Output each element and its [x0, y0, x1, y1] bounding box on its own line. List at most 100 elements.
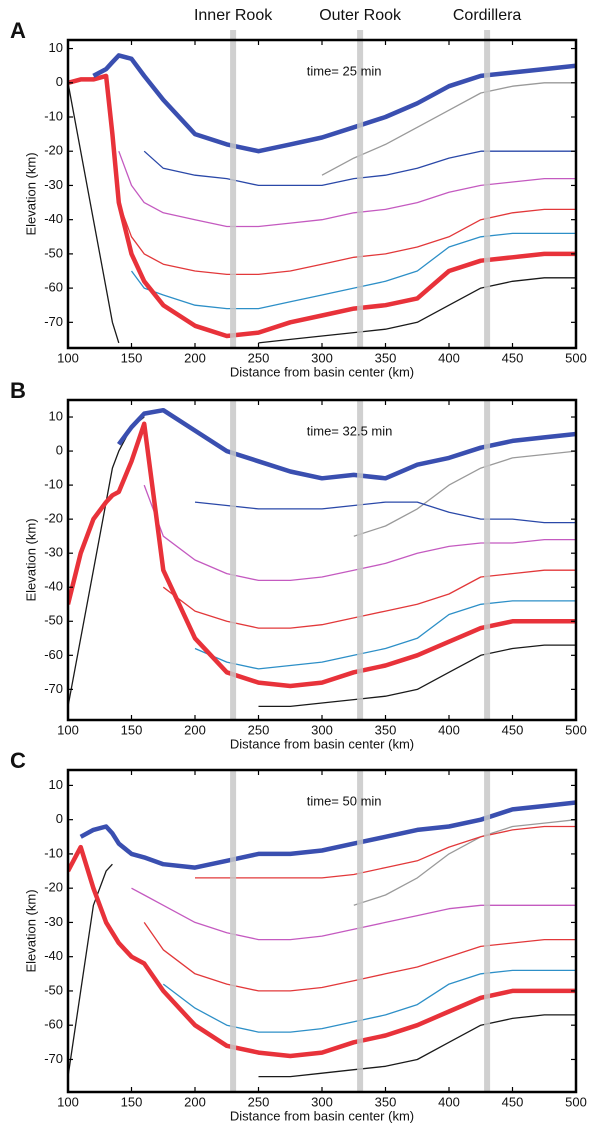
y-tick-label: -20 — [44, 880, 63, 895]
y-tick-label: 10 — [49, 40, 63, 55]
plot-area — [68, 800, 576, 1078]
panel-label: A — [10, 18, 26, 43]
thick-line — [68, 844, 576, 1059]
x-tick-label: 350 — [375, 350, 397, 365]
x-tick-label: 250 — [248, 722, 270, 737]
x-tick-label: 450 — [502, 1094, 524, 1109]
thick-line — [79, 800, 576, 870]
x-tick-label: 250 — [248, 350, 270, 365]
contour-line — [68, 82, 120, 344]
thick-line — [68, 73, 576, 339]
y-tick-label: -40 — [44, 579, 63, 594]
y-tick-label: -40 — [44, 211, 63, 226]
y-tick-label: -70 — [44, 1051, 63, 1066]
x-tick-label: 100 — [57, 350, 79, 365]
contour-line — [131, 887, 576, 941]
plot-area — [68, 53, 576, 344]
reference-label: Cordillera — [453, 7, 522, 24]
contour-line — [195, 825, 576, 879]
contour-line — [353, 819, 576, 906]
thick-line — [92, 53, 576, 154]
contour-line — [143, 484, 576, 582]
contour-line — [118, 150, 576, 228]
x-tick-label: 150 — [121, 350, 143, 365]
panel-label: C — [10, 748, 26, 773]
contour-line — [353, 450, 576, 537]
y-tick-label: -30 — [44, 545, 63, 560]
x-tick-label: 150 — [121, 1094, 143, 1109]
y-tick-label: 10 — [49, 777, 63, 792]
x-tick-label: 100 — [57, 1094, 79, 1109]
y-tick-label: -50 — [44, 982, 63, 997]
x-tick-label: 350 — [375, 722, 397, 737]
y-tick-label: -60 — [44, 280, 63, 295]
x-tick-label: 150 — [121, 722, 143, 737]
y-tick-label: -20 — [44, 511, 63, 526]
y-tick-label: 0 — [56, 443, 63, 458]
y-tick-label: -50 — [44, 613, 63, 628]
plot-frame — [66, 398, 578, 722]
y-tick-label: -30 — [44, 914, 63, 929]
contour-line — [258, 1014, 576, 1078]
annotation: time= 25 min — [307, 63, 382, 78]
x-tick-label: 400 — [438, 722, 460, 737]
plot-frame — [66, 38, 578, 350]
contour-line — [143, 150, 576, 187]
contour-line — [162, 969, 576, 1033]
x-tick-label: 300 — [311, 350, 333, 365]
x-tick-label: 200 — [184, 1094, 206, 1109]
y-tick-label: -40 — [44, 948, 63, 963]
contour-line — [143, 922, 576, 992]
annotation: time= 32.5 min — [307, 423, 393, 438]
thick-line — [68, 421, 576, 689]
x-tick-label: 300 — [311, 1094, 333, 1109]
y-tick-label: -20 — [44, 143, 63, 158]
y-tick-label: -50 — [44, 245, 63, 260]
contour-line — [258, 644, 576, 708]
contour-line — [194, 600, 576, 670]
y-tick-label: -70 — [44, 314, 63, 329]
y-tick-label: 0 — [56, 811, 63, 826]
x-tick-label: 300 — [311, 722, 333, 737]
y-axis-label: Elevation (km) — [23, 518, 38, 601]
plot-frame — [66, 768, 578, 1094]
reference-label: Inner Rook — [194, 7, 273, 24]
contour-line — [130, 232, 576, 310]
x-tick-label: 450 — [502, 722, 524, 737]
x-tick-label: 350 — [375, 1094, 397, 1109]
x-tick-label: 200 — [184, 722, 206, 737]
x-tick-label: 400 — [438, 350, 460, 365]
reference-label: Outer Rook — [319, 7, 402, 24]
y-tick-label: -60 — [44, 1017, 63, 1032]
y-tick-label: -30 — [44, 177, 63, 192]
y-tick-label: -10 — [44, 108, 63, 123]
y-tick-label: -70 — [44, 681, 63, 696]
x-tick-label: 200 — [184, 350, 206, 365]
y-axis-label: Elevation (km) — [23, 152, 38, 235]
x-tick-label: 100 — [57, 722, 79, 737]
x-tick-label: 500 — [565, 1094, 587, 1109]
contour-line — [68, 863, 113, 1077]
y-tick-label: 10 — [49, 408, 63, 423]
x-axis-label: Distance from basin center (km) — [230, 1108, 414, 1123]
x-tick-label: 450 — [502, 350, 524, 365]
contour-line — [321, 82, 576, 176]
contour-line — [194, 501, 576, 524]
x-axis-label: Distance from basin center (km) — [230, 736, 414, 751]
y-tick-label: -60 — [44, 647, 63, 662]
plot-area — [68, 407, 576, 708]
y-tick-label: -10 — [44, 477, 63, 492]
y-axis-label: Elevation (km) — [23, 889, 38, 972]
annotation: time= 50 min — [307, 793, 382, 808]
x-tick-label: 500 — [565, 350, 587, 365]
y-tick-label: 0 — [56, 74, 63, 89]
x-axis-label: Distance from basin center (km) — [230, 364, 414, 379]
panel-label: B — [10, 378, 26, 403]
x-tick-label: 250 — [248, 1094, 270, 1109]
x-tick-label: 400 — [438, 1094, 460, 1109]
contour-line — [258, 277, 576, 344]
contour-line — [118, 202, 576, 276]
thick-line — [116, 407, 576, 481]
x-tick-label: 500 — [565, 722, 587, 737]
